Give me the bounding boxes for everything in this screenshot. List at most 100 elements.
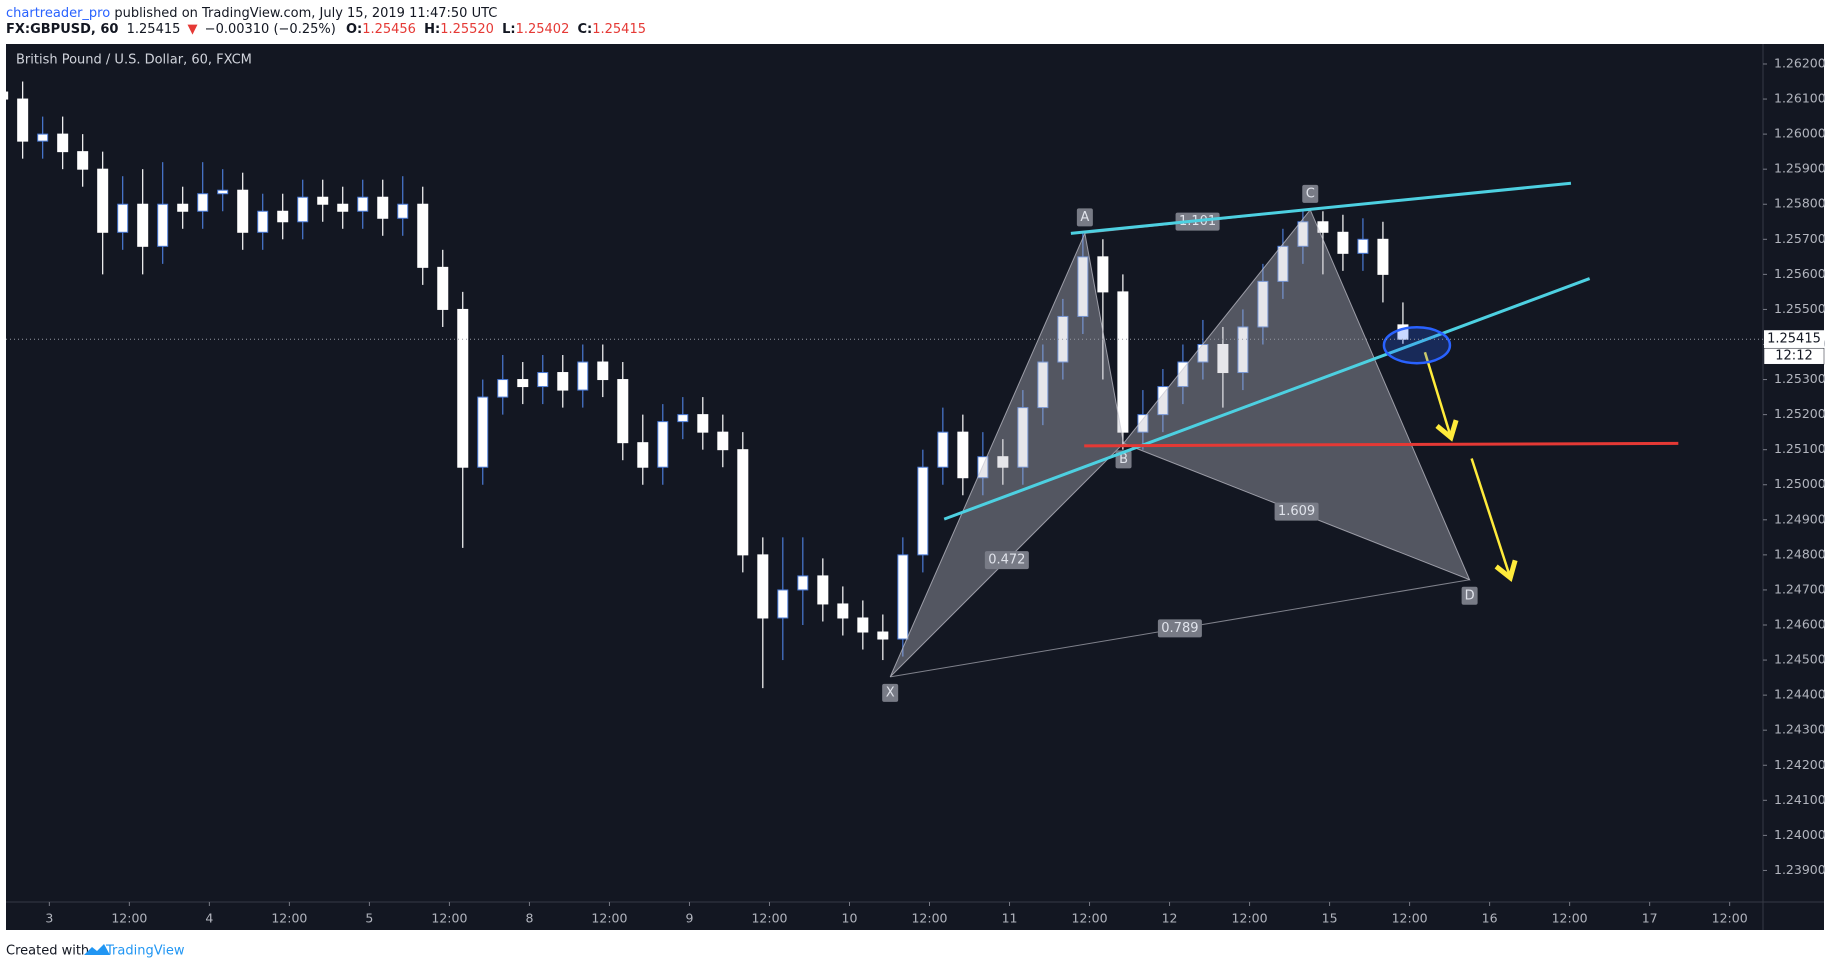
pattern-point-label: B bbox=[1119, 452, 1128, 467]
y-tick-label: 1.26100 bbox=[1774, 91, 1826, 106]
candle-body bbox=[77, 151, 89, 170]
candle-body bbox=[17, 98, 29, 142]
candle-body bbox=[1037, 361, 1049, 409]
candle-body bbox=[697, 414, 709, 433]
pattern-point-label: X bbox=[886, 685, 895, 700]
pattern-point-box bbox=[1461, 586, 1478, 605]
candle-body bbox=[537, 372, 549, 388]
candle-body bbox=[377, 196, 389, 219]
x-tick-label: 11 bbox=[1002, 911, 1018, 926]
x-tick-label: 5 bbox=[365, 911, 373, 926]
y-tick-label: 1.24000 bbox=[1774, 827, 1826, 842]
candle-body bbox=[717, 431, 729, 451]
candle-body bbox=[637, 442, 649, 468]
candle-body bbox=[1257, 280, 1269, 328]
candle-body bbox=[917, 466, 929, 556]
candle-body bbox=[817, 575, 829, 605]
y-tick-label: 1.25800 bbox=[1774, 196, 1826, 211]
author[interactable]: chartreader_pro bbox=[6, 6, 110, 21]
candle-body bbox=[837, 603, 849, 619]
candle-body bbox=[877, 631, 889, 640]
pattern-point-box bbox=[882, 683, 899, 702]
x-tick-label: 8 bbox=[525, 911, 533, 926]
pattern-point-label: A bbox=[1080, 210, 1089, 225]
y-tick-label: 1.25600 bbox=[1774, 266, 1826, 281]
candle-body bbox=[1237, 326, 1249, 374]
x-tick-label: 12 bbox=[1162, 911, 1178, 926]
candle-body bbox=[237, 189, 249, 233]
y-tick-label: 1.24600 bbox=[1774, 616, 1826, 631]
x-tick-label: 12:00 bbox=[1232, 911, 1268, 926]
y-tick-label: 1.24200 bbox=[1774, 757, 1826, 772]
x-tick-label: 12:00 bbox=[111, 911, 147, 926]
candle-body bbox=[217, 189, 229, 195]
candle-body bbox=[197, 193, 209, 212]
candle-body bbox=[757, 554, 769, 619]
candle-body bbox=[1097, 256, 1109, 293]
candle-body bbox=[1177, 361, 1189, 388]
candle-body bbox=[657, 421, 669, 468]
candle-body bbox=[997, 456, 1009, 468]
brand-logo bbox=[84, 944, 110, 955]
candle-body bbox=[517, 379, 529, 388]
pattern-point-box bbox=[1302, 184, 1319, 203]
footer-created: Created with bbox=[6, 944, 89, 959]
candle-body bbox=[577, 361, 589, 391]
y-tick-label: 1.25900 bbox=[1774, 161, 1826, 176]
x-tick-label: 16 bbox=[1482, 911, 1498, 926]
candle-body bbox=[257, 210, 269, 233]
footer-brand[interactable]: TradingView bbox=[105, 944, 185, 959]
candle-body bbox=[977, 456, 989, 479]
x-tick-label: 12:00 bbox=[431, 911, 467, 926]
open: 1.25456 bbox=[362, 22, 416, 37]
candle-body bbox=[777, 589, 789, 619]
y-tick-label: 1.24400 bbox=[1774, 687, 1826, 702]
trend-line bbox=[1084, 441, 1679, 448]
candle-body bbox=[137, 203, 149, 247]
x-tick-label: 12:00 bbox=[271, 911, 307, 926]
candle-body bbox=[6, 91, 9, 100]
y-tick-label: 1.25200 bbox=[1774, 406, 1826, 421]
highlight-ellipse bbox=[1382, 325, 1452, 365]
last: 1.25415 bbox=[127, 22, 181, 37]
last-price-box bbox=[1764, 330, 1824, 349]
x-tick-label: 12:00 bbox=[591, 911, 627, 926]
candle-body bbox=[937, 431, 949, 468]
published: published on TradingView.com, July 15, 2… bbox=[114, 6, 497, 21]
ratio-box bbox=[984, 551, 1029, 570]
candle-body bbox=[317, 196, 329, 205]
y-tick-label: 1.26200 bbox=[1774, 55, 1826, 70]
arrow bbox=[1423, 351, 1459, 442]
low-label: L: bbox=[502, 22, 515, 37]
candle-body bbox=[337, 203, 349, 212]
ratio-label: 1.609 bbox=[1278, 504, 1315, 519]
low: 1.25402 bbox=[516, 22, 570, 37]
ratio-label: 0.472 bbox=[988, 553, 1025, 568]
candle-body bbox=[617, 379, 629, 444]
candle-body bbox=[677, 414, 689, 423]
candle-body bbox=[1377, 238, 1389, 275]
y-tick-label: 1.25100 bbox=[1774, 441, 1826, 456]
y-tick-label: 1.25300 bbox=[1774, 371, 1826, 386]
change: −0.00310 (−0.25%) bbox=[205, 22, 336, 37]
candle-body bbox=[497, 379, 509, 398]
candle-body bbox=[1297, 221, 1309, 247]
candle-body bbox=[1217, 343, 1229, 374]
x-tick-label: 12:00 bbox=[1072, 911, 1108, 926]
x-tick-label: 12:00 bbox=[1392, 911, 1428, 926]
x-tick-label: 15 bbox=[1322, 911, 1338, 926]
high-label: H: bbox=[424, 22, 440, 37]
header-line: chartreader_pro published on TradingView… bbox=[6, 6, 497, 21]
ratio-box bbox=[1274, 502, 1319, 521]
ratio-label: 0.789 bbox=[1161, 621, 1198, 636]
candle-body bbox=[37, 133, 49, 142]
y-tick-label: 1.24100 bbox=[1774, 792, 1826, 807]
arrow bbox=[1470, 458, 1518, 582]
candle-body bbox=[857, 617, 869, 633]
x-tick-label: 12:00 bbox=[1712, 911, 1748, 926]
y-tick-label: 1.24300 bbox=[1774, 722, 1826, 737]
candle-body bbox=[897, 554, 909, 640]
y-tick-label: 1.23900 bbox=[1774, 862, 1826, 877]
arrow: ▼ bbox=[188, 22, 198, 37]
